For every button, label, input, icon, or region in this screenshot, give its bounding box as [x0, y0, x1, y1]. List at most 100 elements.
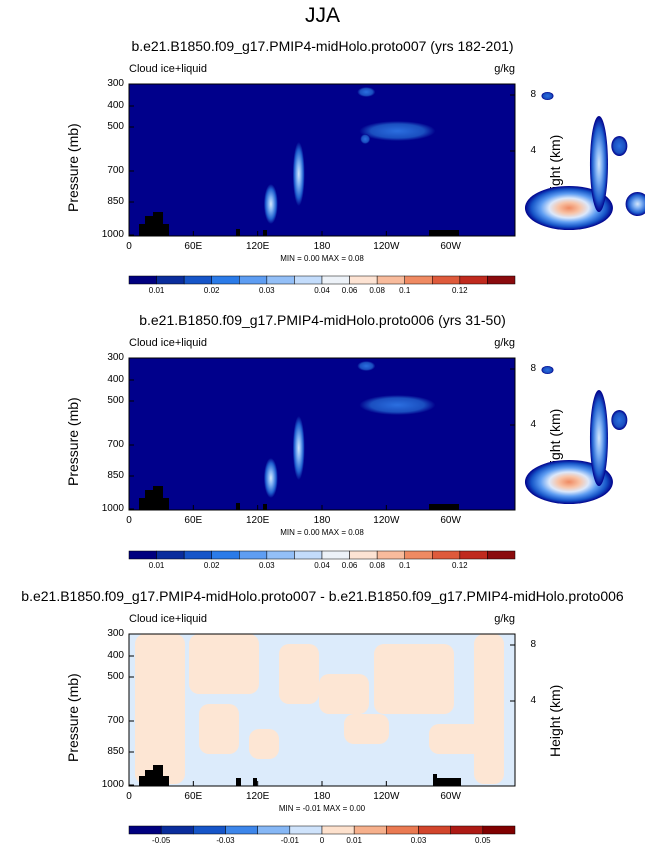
- units-label: g/kg: [494, 613, 515, 625]
- colorbar-bin: [211, 275, 240, 285]
- positive-anomaly: [189, 634, 259, 694]
- colorbar-bin: [376, 275, 405, 285]
- colorbar-bin: [239, 275, 268, 285]
- y2-axis-label: Height (km): [547, 684, 563, 757]
- cloud-blob: [541, 92, 554, 100]
- lon-tick-label: 60E: [184, 241, 203, 252]
- cloud-max-blob: [524, 460, 613, 504]
- pressure-tick-label: 400: [107, 374, 124, 385]
- height-tick-label: 4: [530, 419, 536, 430]
- positive-anomaly: [279, 644, 319, 704]
- colorbar-bin: [353, 825, 387, 835]
- colorbar-bin: [266, 275, 295, 285]
- colorbar-label: 0.12: [452, 286, 468, 295]
- units-label: g/kg: [494, 337, 515, 349]
- pressure-tick-label: 1000: [101, 503, 124, 514]
- main-title: JJA: [304, 4, 340, 27]
- colorbar-bin: [487, 275, 516, 285]
- positive-anomaly: [319, 674, 369, 714]
- colorbar-bin: [432, 275, 461, 285]
- colorbar-label: 0.04: [314, 286, 330, 295]
- colorbar-bin: [418, 825, 451, 835]
- colorbar-bin: [257, 825, 291, 835]
- cloud-column-blob: [589, 390, 608, 486]
- lon-tick-label: 60W: [440, 515, 461, 526]
- cloud-blob: [360, 134, 371, 144]
- colorbar-bin: [266, 550, 295, 560]
- colorbar-bin: [459, 275, 488, 285]
- cloud-blob: [263, 458, 278, 498]
- colorbar: [128, 550, 516, 560]
- colorbar-bin: [294, 550, 323, 560]
- cloud-blob: [625, 192, 645, 216]
- pressure-tick-label: 300: [107, 78, 124, 89]
- topography: [153, 765, 163, 786]
- colorbar-bin: [128, 825, 162, 835]
- panel-title: b.e21.B1850.f09_g17.PMIP4-midHolo.proto0…: [21, 588, 624, 604]
- contour-plot: [128, 83, 645, 237]
- colorbar-bin: [183, 550, 212, 560]
- lon-tick-label: 0: [126, 241, 132, 252]
- colorbar-bin: [239, 550, 268, 560]
- pressure-tick-label: 850: [107, 470, 124, 481]
- cloud-blob: [359, 121, 436, 141]
- colorbar-bin: [376, 550, 405, 560]
- colorbar-bin: [450, 825, 484, 835]
- positive-anomaly: [199, 704, 239, 754]
- positive-anomaly: [374, 644, 454, 714]
- colorbar-label: -0.05: [152, 836, 171, 845]
- colorbar-label: 0.01: [148, 561, 165, 570]
- lon-tick-label: 180: [313, 515, 331, 526]
- cloud-column-blob: [589, 116, 608, 212]
- topography: [429, 504, 459, 510]
- colorbar-label: 0.03: [259, 561, 275, 570]
- colorbar-label: 0.01: [148, 286, 165, 295]
- pressure-tick-label: 1000: [101, 229, 124, 240]
- colorbar-label: -0.03: [216, 836, 235, 845]
- lon-tick-label: 120E: [245, 241, 270, 252]
- pressure-tick-label: 850: [107, 196, 124, 207]
- colorbar-bin: [349, 550, 378, 560]
- lon-tick-label: 120W: [373, 241, 400, 252]
- colorbar-label: 0.03: [410, 836, 427, 845]
- lon-tick-label: 180: [313, 791, 331, 802]
- cloud-blob: [357, 87, 376, 97]
- lon-tick-label: 120W: [373, 515, 400, 526]
- colorbar-bin: [156, 275, 185, 285]
- pressure-tick-label: 300: [107, 352, 124, 363]
- pressure-tick-label: 500: [107, 121, 124, 132]
- y-axis-label: Pressure (mb): [65, 397, 81, 486]
- topography: [263, 230, 267, 236]
- topography: [263, 504, 267, 510]
- colorbar-label: 0.08: [369, 286, 385, 295]
- lon-tick-label: 120E: [245, 791, 270, 802]
- topography: [433, 778, 461, 786]
- colorbar-bin: [289, 825, 323, 835]
- colorbar-bin: [321, 825, 355, 835]
- positive-anomaly: [474, 634, 504, 784]
- y-axis-label: Pressure (mb): [65, 123, 81, 212]
- colorbar-bin: [225, 825, 258, 835]
- colorbar-bin: [160, 825, 194, 835]
- panel-title: b.e21.B1850.f09_g17.PMIP4-midHolo.proto0…: [131, 38, 514, 54]
- min-max-label: MIN = 0.00 MAX = 0.08: [280, 254, 364, 263]
- lon-tick-label: 180: [313, 241, 331, 252]
- topography: [236, 503, 240, 510]
- min-max-label: MIN = 0.00 MAX = 0.08: [280, 528, 364, 537]
- topography: [153, 212, 163, 236]
- colorbar-bin: [404, 275, 433, 285]
- colorbar-bin: [482, 825, 516, 835]
- pressure-tick-label: 400: [107, 650, 124, 661]
- lon-tick-label: 60E: [184, 791, 203, 802]
- pressure-tick-label: 1000: [101, 779, 124, 790]
- pressure-tick-label: 500: [107, 671, 124, 682]
- colorbar-label: 0.08: [369, 561, 385, 570]
- positive-anomaly: [249, 729, 279, 759]
- colorbar-label: 0.04: [314, 561, 330, 570]
- variable-label: Cloud ice+liquid: [129, 63, 207, 75]
- colorbar-bin: [211, 550, 240, 560]
- pressure-tick-label: 400: [107, 100, 124, 111]
- colorbar-label: 0.06: [341, 561, 358, 570]
- colorbar-label: 0.05: [475, 836, 491, 845]
- height-tick-label: 8: [530, 363, 536, 374]
